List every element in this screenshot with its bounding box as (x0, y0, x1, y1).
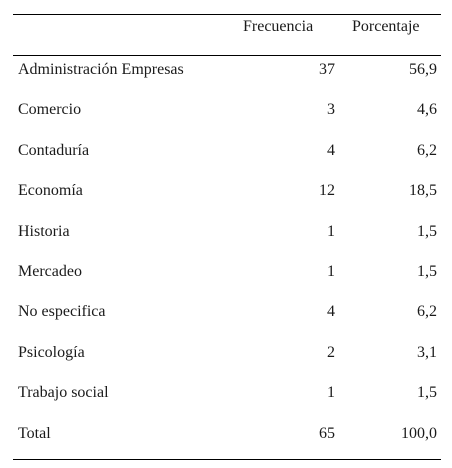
table-bottom-rule-container (13, 459, 441, 460)
table-header-rule (13, 55, 441, 56)
row-frequency: 12 (319, 182, 335, 200)
row-percentage: 100,0 (401, 424, 437, 442)
row-label: Contaduría (18, 141, 90, 159)
row-percentage: 6,2 (417, 141, 437, 159)
row-label: Total (18, 424, 51, 442)
row-percentage: 1,5 (417, 262, 437, 280)
table-row: Administración Empresas 37 56,9 (13, 58, 441, 98)
row-percentage: 6,2 (417, 303, 437, 321)
row-frequency: 4 (327, 303, 335, 321)
table-row: Comercio 3 4,6 (13, 98, 441, 138)
row-label: Historia (18, 222, 70, 240)
row-frequency: 37 (319, 61, 335, 78)
row-frequency: 1 (327, 222, 335, 240)
row-label: Economía (18, 182, 83, 200)
table-row: Contaduría 4 6,2 (13, 139, 441, 179)
row-label: No especifica (18, 303, 106, 321)
table-row: Historia 1 1,5 (13, 220, 441, 260)
table-row: Mercadeo 1 1,5 (13, 260, 441, 300)
table-row: Psicología 2 3,1 (13, 341, 441, 381)
row-percentage: 3,1 (417, 343, 437, 361)
row-frequency: 4 (327, 141, 335, 159)
table-row: No especifica 4 6,2 (13, 300, 441, 340)
row-percentage: 1,5 (417, 384, 437, 402)
row-frequency: 2 (327, 343, 335, 361)
row-label: Administración Empresas (18, 61, 184, 78)
frequency-table: Frecuencia Porcentaje Administración Emp… (13, 14, 441, 462)
row-percentage: 4,6 (417, 101, 437, 119)
table-row-total: Total 65 100,0 (13, 422, 441, 462)
table-header-row: Frecuencia Porcentaje (13, 15, 441, 55)
table-body: Administración Empresas 37 56,9 Comercio… (13, 58, 441, 462)
row-percentage: 1,5 (417, 222, 437, 240)
row-label: Mercadeo (18, 262, 82, 280)
table-bottom-rule (13, 459, 441, 460)
row-label: Psicología (18, 343, 85, 361)
table-top-rule (13, 14, 441, 15)
row-percentage: 18,5 (409, 182, 437, 200)
row-label: Trabajo social (18, 384, 109, 402)
header-frequency: Frecuencia (243, 18, 314, 35)
header-percentage: Porcentaje (352, 18, 420, 35)
table-row: Economía 12 18,5 (13, 179, 441, 219)
row-label: Comercio (18, 101, 82, 119)
table-row: Trabajo social 1 1,5 (13, 381, 441, 421)
row-percentage: 56,9 (409, 61, 437, 78)
row-frequency: 3 (327, 101, 335, 119)
row-frequency: 1 (327, 384, 335, 402)
row-frequency: 65 (319, 424, 335, 442)
row-frequency: 1 (327, 262, 335, 280)
